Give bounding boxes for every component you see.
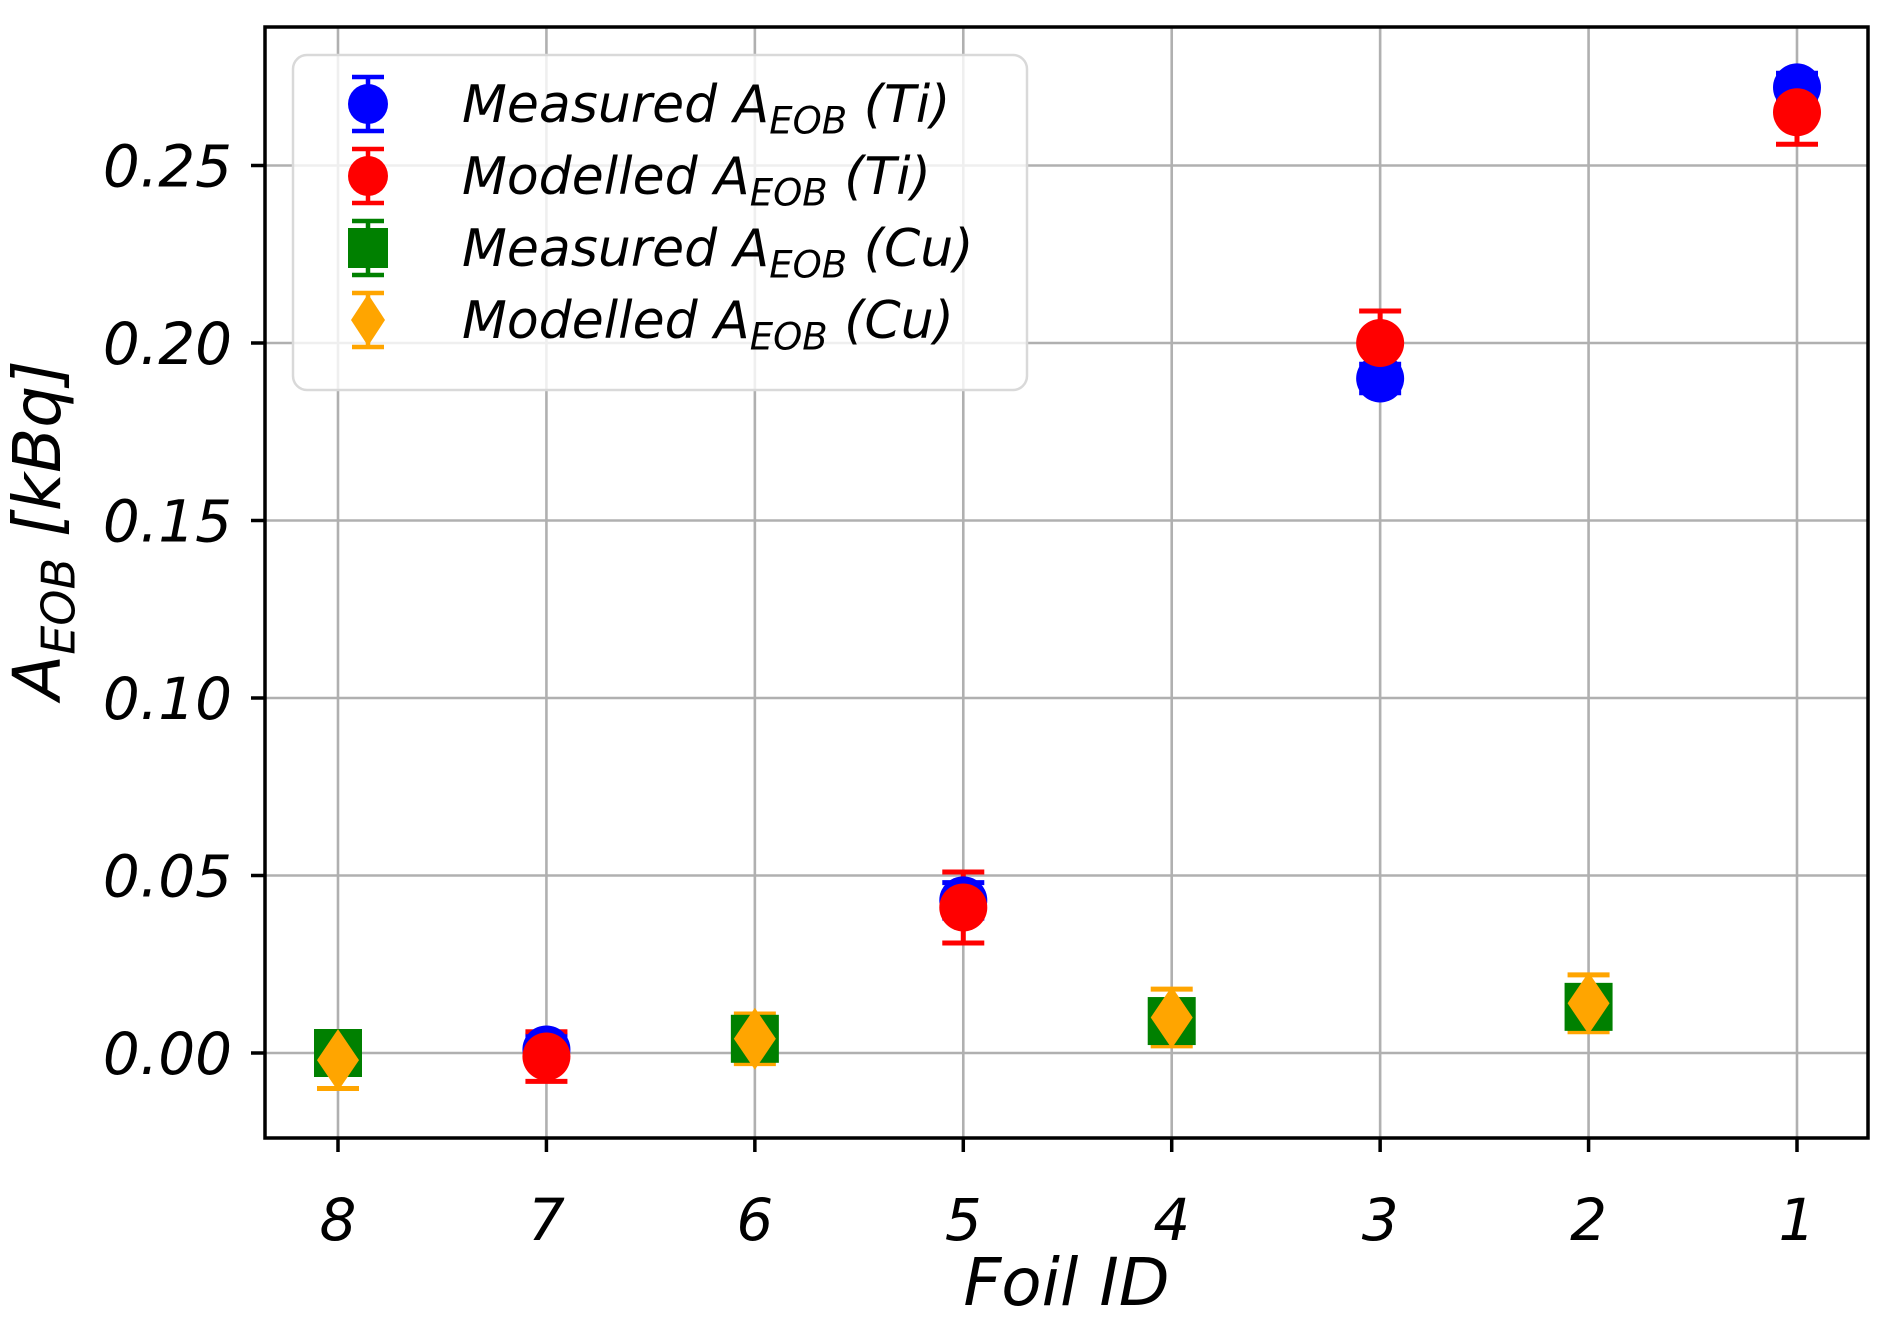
series-modelled-cu bbox=[317, 972, 1610, 1092]
y-tick-label-0.10: 0.10 bbox=[103, 665, 232, 733]
legend-marker-circle-modelled-ti bbox=[348, 156, 388, 196]
x-tick-label-3: 3 bbox=[1362, 1186, 1399, 1254]
legend-label-modelled-cu: Modelled AEOB (Cu) bbox=[462, 291, 954, 358]
x-tick-label-5: 5 bbox=[945, 1186, 982, 1254]
x-tick-label-4: 4 bbox=[1153, 1186, 1190, 1254]
y-tick-label-0.00: 0.00 bbox=[103, 1020, 232, 1088]
data-point-modelled-ti-foil-3 bbox=[1356, 319, 1405, 367]
series-modelled-ti bbox=[522, 88, 1821, 1081]
data-points bbox=[314, 63, 1821, 1092]
legend-label-measured-ti: Measured AEOB (Ti) bbox=[462, 75, 950, 142]
y-tick-label-0.20: 0.20 bbox=[103, 310, 232, 378]
y-tick-label-0.05: 0.05 bbox=[103, 843, 232, 911]
y-axis-label: AEOB [kBq] bbox=[0, 360, 86, 704]
legend-label-measured-cu: Measured AEOB (Cu) bbox=[462, 219, 974, 286]
ticks: 8 7 6 5 4 3 2 1 0.00 0.05 0.10 0.15 0.20 0.25 bbox=[103, 133, 1816, 1255]
y-tick-label-0.25: 0.25 bbox=[103, 133, 232, 201]
legend-item-modelled-ti: Modelled AEOB (Ti) bbox=[348, 146, 931, 214]
x-tick-label-1: 1 bbox=[1779, 1186, 1816, 1254]
data-point-modelled-cu-foil-2 bbox=[1567, 972, 1610, 1035]
x-tick-label-8: 8 bbox=[320, 1186, 357, 1254]
legend-box bbox=[291, 53, 1029, 392]
legend-item-modelled-cu: Modelled AEOB (Cu) bbox=[351, 290, 954, 358]
data-point-modelled-ti-foil-1 bbox=[1773, 88, 1821, 137]
plot-area-border bbox=[263, 25, 1870, 1140]
legend-marker-square-measured-cu bbox=[348, 228, 388, 268]
x-tick-label-2: 2 bbox=[1570, 1186, 1607, 1254]
legend-label-modelled-ti: Modelled AEOB (Ti) bbox=[462, 147, 931, 214]
y-tick-label-0.15: 0.15 bbox=[103, 488, 232, 556]
data-point-modelled-cu-foil-8 bbox=[317, 1029, 359, 1092]
legend-marker-circle-measured-ti bbox=[348, 84, 388, 124]
x-axis-label: Foil ID bbox=[963, 1244, 1169, 1321]
x-tick-label-7: 7 bbox=[528, 1186, 565, 1254]
data-point-modelled-ti-foil-5 bbox=[939, 883, 988, 932]
data-point-modelled-ti-foil-7 bbox=[522, 1032, 571, 1081]
legend-item-measured-cu: Measured AEOB (Cu) bbox=[348, 218, 974, 286]
data-point-modelled-cu-foil-4 bbox=[1150, 986, 1193, 1049]
legend-item-measured-ti: Measured AEOB (Ti) bbox=[348, 74, 950, 142]
x-tick-label-6: 6 bbox=[736, 1186, 773, 1254]
data-point-modelled-cu-foil-6 bbox=[733, 1007, 776, 1070]
data-point-measured-ti-foil-3 bbox=[1356, 354, 1405, 403]
legend: Measured AEOB (Ti)Modelled AEOB (Ti)Meas… bbox=[291, 53, 1029, 392]
legend-marker-diamond-modelled-cu bbox=[351, 294, 385, 346]
